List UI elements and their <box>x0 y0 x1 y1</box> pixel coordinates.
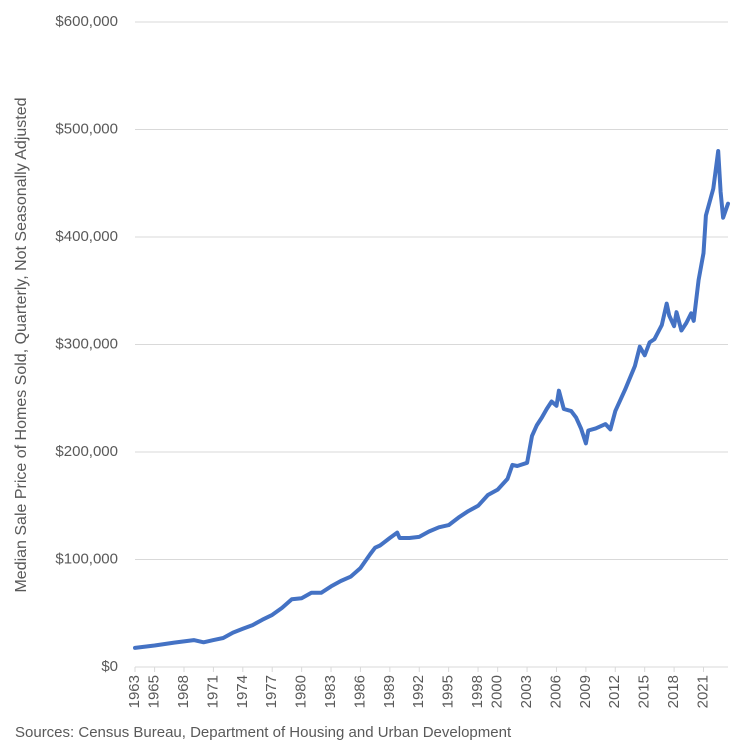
x-tick-label: 2003 <box>518 675 535 708</box>
x-tick-label: 1965 <box>146 675 163 708</box>
x-tick-label: 1992 <box>410 675 427 708</box>
x-tick-label: 1998 <box>469 675 486 708</box>
y-tick-label: $200,000 <box>55 443 118 460</box>
x-tick-label: 2012 <box>606 675 623 708</box>
x-tick-label: 1971 <box>204 675 221 708</box>
y-tick-label: $600,000 <box>55 13 118 30</box>
x-tick-label: 2021 <box>694 675 711 708</box>
x-tick-label: 2009 <box>577 675 594 708</box>
y-tick-label: $400,000 <box>55 228 118 245</box>
x-tick-label: 2018 <box>665 675 682 708</box>
x-tick-label: 2015 <box>636 675 653 708</box>
x-tick-label: 1977 <box>263 675 280 708</box>
x-tick-label: 1980 <box>293 675 310 708</box>
x-tick-label: 2000 <box>489 675 506 708</box>
x-tick-label: 1983 <box>322 675 339 708</box>
x-tick-label: 1995 <box>440 675 457 708</box>
y-tick-label: $100,000 <box>55 550 118 567</box>
y-tick-label: $500,000 <box>55 120 118 137</box>
x-tick-label: 1963 <box>126 675 143 708</box>
line <box>133 149 730 650</box>
x-tick-label: 2006 <box>547 675 564 708</box>
x-tick-label: 1968 <box>175 675 192 708</box>
y-tick-label: $0 <box>101 658 118 675</box>
x-tick-label: 1986 <box>351 675 368 708</box>
source: Sources: Census Bureau, Department of Ho… <box>15 724 512 741</box>
y-tick-label: $300,000 <box>55 335 118 352</box>
y-axis-label: Median Sale Price of Homes Sold, Quarter… <box>13 97 30 592</box>
x-tick-label: 1989 <box>381 675 398 708</box>
x-tick-label: 1974 <box>234 675 251 708</box>
